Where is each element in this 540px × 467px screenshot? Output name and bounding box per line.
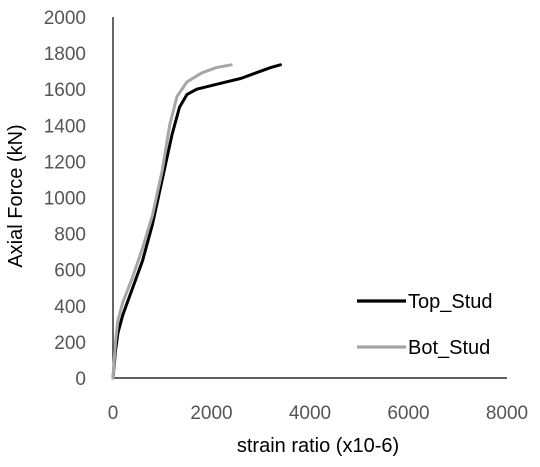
legend: Top_Stud Bot_Stud [357, 291, 493, 359]
y-tick-label: 600 [54, 261, 86, 282]
series-lines [111, 63, 282, 380]
y-tick-label: 1200 [44, 152, 86, 173]
y-tick-label: 1000 [44, 189, 86, 210]
legend-label: Top_Stud [408, 291, 493, 313]
x-axis-title: strain ratio (x10-6) [237, 435, 399, 457]
x-tick-label: 6000 [387, 403, 429, 424]
y-tick-label: 2000 [44, 8, 86, 29]
y-tick-label: 800 [54, 225, 86, 246]
y-tick-label: 1800 [44, 44, 86, 65]
y-tick-labels: 0 200 400 600 800 1000 1200 1400 1600 1800 2000 [44, 8, 86, 390]
y-tick-label: 400 [54, 297, 86, 318]
x-tick-label: 8000 [486, 403, 528, 424]
y-axis-title: Axial Force (kN) [5, 124, 27, 267]
series-line-bot-stud [111, 63, 233, 380]
y-tick-label: 1600 [44, 80, 86, 101]
axes [112, 17, 507, 379]
x-tick-labels: 0 2000 4000 6000 8000 [108, 403, 528, 424]
legend-label: Bot_Stud [408, 337, 490, 359]
x-tick-label: 0 [108, 403, 119, 424]
series-line-top-stud [111, 63, 282, 380]
y-tick-label: 200 [54, 333, 86, 354]
y-tick-label: 0 [75, 369, 86, 390]
x-tick-label: 2000 [190, 403, 232, 424]
x-tick-label: 4000 [289, 403, 331, 424]
y-tick-label: 1400 [44, 116, 86, 137]
